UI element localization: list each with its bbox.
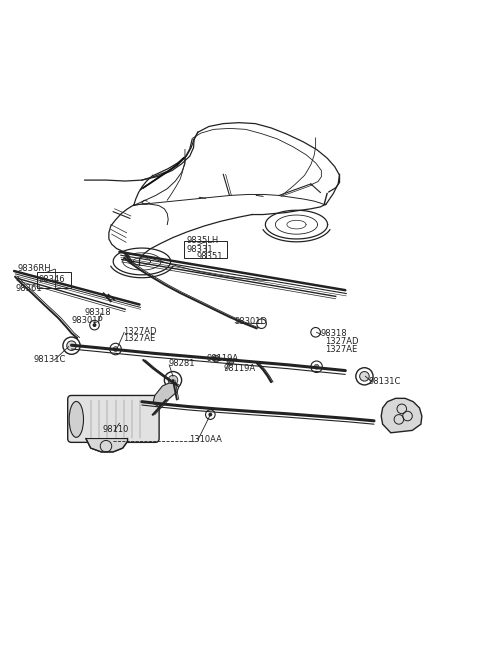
Text: 1327AE: 1327AE bbox=[123, 335, 156, 343]
Text: 98119A: 98119A bbox=[224, 364, 256, 373]
Text: 9835LH: 9835LH bbox=[186, 236, 219, 245]
Circle shape bbox=[67, 341, 76, 350]
Circle shape bbox=[168, 375, 178, 385]
Circle shape bbox=[227, 358, 234, 365]
Bar bbox=[184, 241, 227, 258]
Text: 1327AD: 1327AD bbox=[123, 327, 156, 336]
Text: 98119A: 98119A bbox=[206, 354, 239, 363]
Text: 1310AA: 1310AA bbox=[189, 436, 222, 445]
Polygon shape bbox=[86, 439, 128, 452]
Text: 9836RH: 9836RH bbox=[17, 264, 51, 272]
Polygon shape bbox=[381, 398, 422, 433]
Text: 98301D: 98301D bbox=[234, 317, 267, 326]
Text: 98318: 98318 bbox=[321, 329, 347, 338]
Text: 98281: 98281 bbox=[168, 360, 195, 368]
Circle shape bbox=[208, 413, 212, 417]
Text: 98331: 98331 bbox=[186, 244, 213, 253]
Text: 98131C: 98131C bbox=[368, 377, 401, 386]
Text: 98301P: 98301P bbox=[72, 316, 103, 326]
Text: 98361: 98361 bbox=[15, 284, 42, 293]
Bar bbox=[36, 272, 71, 288]
Text: 98346: 98346 bbox=[39, 275, 66, 284]
Text: 98351: 98351 bbox=[197, 252, 223, 261]
Circle shape bbox=[314, 364, 319, 369]
Circle shape bbox=[113, 346, 118, 352]
Text: 1327AD: 1327AD bbox=[325, 337, 359, 346]
Circle shape bbox=[360, 371, 369, 381]
FancyBboxPatch shape bbox=[68, 396, 159, 442]
Text: 98131C: 98131C bbox=[33, 354, 66, 364]
Polygon shape bbox=[153, 383, 179, 407]
Text: 1327AE: 1327AE bbox=[325, 345, 358, 354]
Ellipse shape bbox=[69, 402, 84, 438]
Circle shape bbox=[93, 323, 96, 327]
Text: 98318: 98318 bbox=[84, 308, 111, 316]
Circle shape bbox=[213, 355, 219, 362]
Text: 98110: 98110 bbox=[103, 426, 129, 434]
